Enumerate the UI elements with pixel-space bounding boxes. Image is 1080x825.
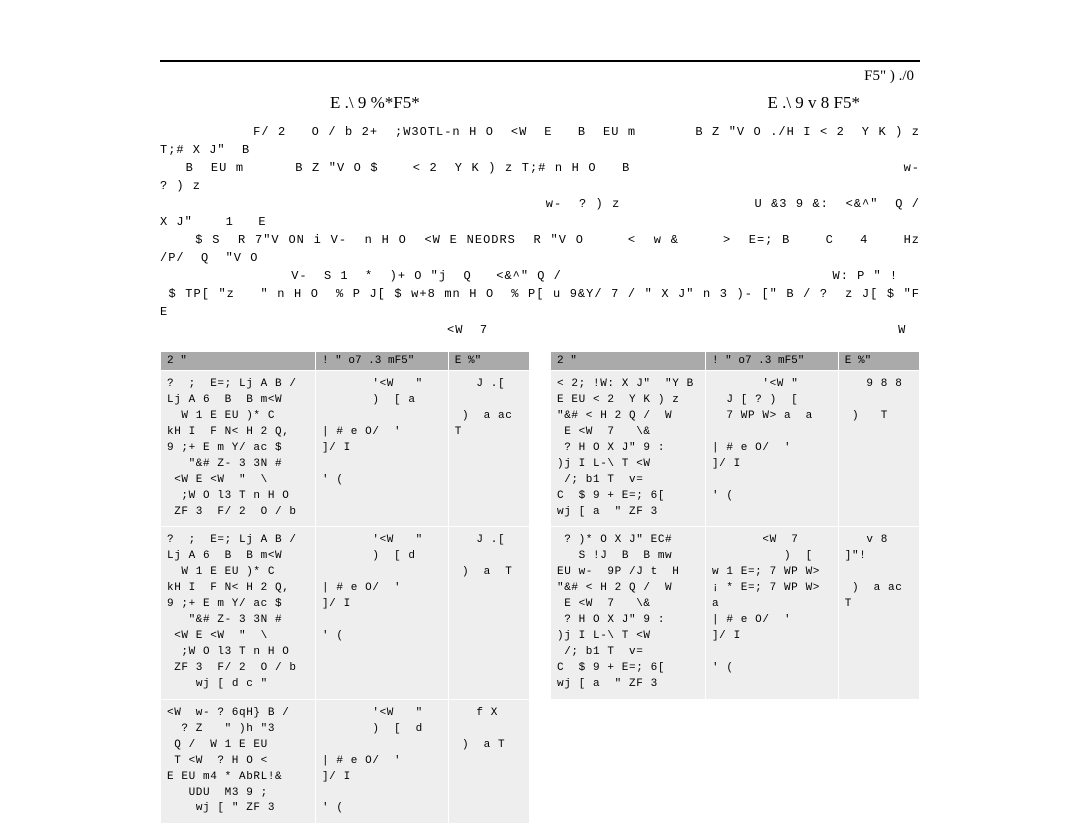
cell: '<W " J [ ? ) [ 7 WP W> a a | # e O/ ' ]… xyxy=(705,371,838,527)
left-table: 2 " ! " o7 .3 mF5" E %" ? ; E=; Lj A B /… xyxy=(160,351,530,824)
left-th-2: ! " o7 .3 mF5" xyxy=(315,352,448,371)
cell: J .[ ) a T xyxy=(448,527,529,699)
cell: v 8 ]"! ) a ac T xyxy=(838,527,919,699)
cell: ? )* O X J" EC# S !J B B mw EU w- 9P /J … xyxy=(551,527,706,699)
cell: f X ) a T xyxy=(448,699,529,824)
two-column-layout: 2 " ! " o7 .3 mF5" E %" ? ; E=; Lj A B /… xyxy=(160,351,920,824)
table-row: <W w- ? 6qH} B / ? Z " )h "3 Q / W 1 E E… xyxy=(161,699,530,824)
table-row: ? ; E=; Lj A B / Lj A 6 B B m<W W 1 E EU… xyxy=(161,371,530,527)
heading-row: E .\ 9 %*F5* E .\ 9 v 8 F5* xyxy=(160,93,920,113)
heading-right: E .\ 9 v 8 F5* xyxy=(767,93,860,113)
top-rule xyxy=(160,60,920,62)
cell: ? ; E=; Lj A B / Lj A 6 B B m<W W 1 E EU… xyxy=(161,371,316,527)
right-th-3: E %" xyxy=(838,352,919,371)
right-th-1: 2 " xyxy=(551,352,706,371)
cell: '<W " ) [ a | # e O/ ' ]/ I ' ( xyxy=(315,371,448,527)
right-th-2: ! " o7 .3 mF5" xyxy=(705,352,838,371)
cell: J .[ ) a ac T xyxy=(448,371,529,527)
right-column: 2 " ! " o7 .3 mF5" E %" < 2; !W: X J" "Y… xyxy=(550,351,920,824)
cell: '<W " ) [ d | # e O/ ' ]/ I ' ( xyxy=(315,699,448,824)
cell: 9 8 8 ) T xyxy=(838,371,919,527)
left-column: 2 " ! " o7 .3 mF5" E %" ? ; E=; Lj A B /… xyxy=(160,351,530,824)
left-th-3: E %" xyxy=(448,352,529,371)
table-row: ? )* O X J" EC# S !J B B mw EU w- 9P /J … xyxy=(551,527,920,699)
page-reference: F5" ) ./0 xyxy=(160,68,920,85)
left-th-1: 2 " xyxy=(161,352,316,371)
table-row: ? ; E=; Lj A B / Lj A 6 B B m<W W 1 E EU… xyxy=(161,527,530,699)
cell: ? ; E=; Lj A B / Lj A 6 B B m<W W 1 E EU… xyxy=(161,527,316,699)
body-paragraph: F/ 2 O / b 2+ ;W3OTL-n H O <W E B EU m B… xyxy=(160,123,920,339)
cell: <W w- ? 6qH} B / ? Z " )h "3 Q / W 1 E E… xyxy=(161,699,316,824)
right-table: 2 " ! " o7 .3 mF5" E %" < 2; !W: X J" "Y… xyxy=(550,351,920,700)
cell: < 2; !W: X J" "Y B E EU < 2 Y K ) z "&# … xyxy=(551,371,706,527)
cell: <W 7 ) [ w 1 E=; 7 WP W> ¡ * E=; 7 WP W>… xyxy=(705,527,838,699)
cell: '<W " ) [ d | # e O/ ' ]/ I ' ( xyxy=(315,527,448,699)
heading-left: E .\ 9 %*F5* xyxy=(330,93,420,113)
table-row: < 2; !W: X J" "Y B E EU < 2 Y K ) z "&# … xyxy=(551,371,920,527)
